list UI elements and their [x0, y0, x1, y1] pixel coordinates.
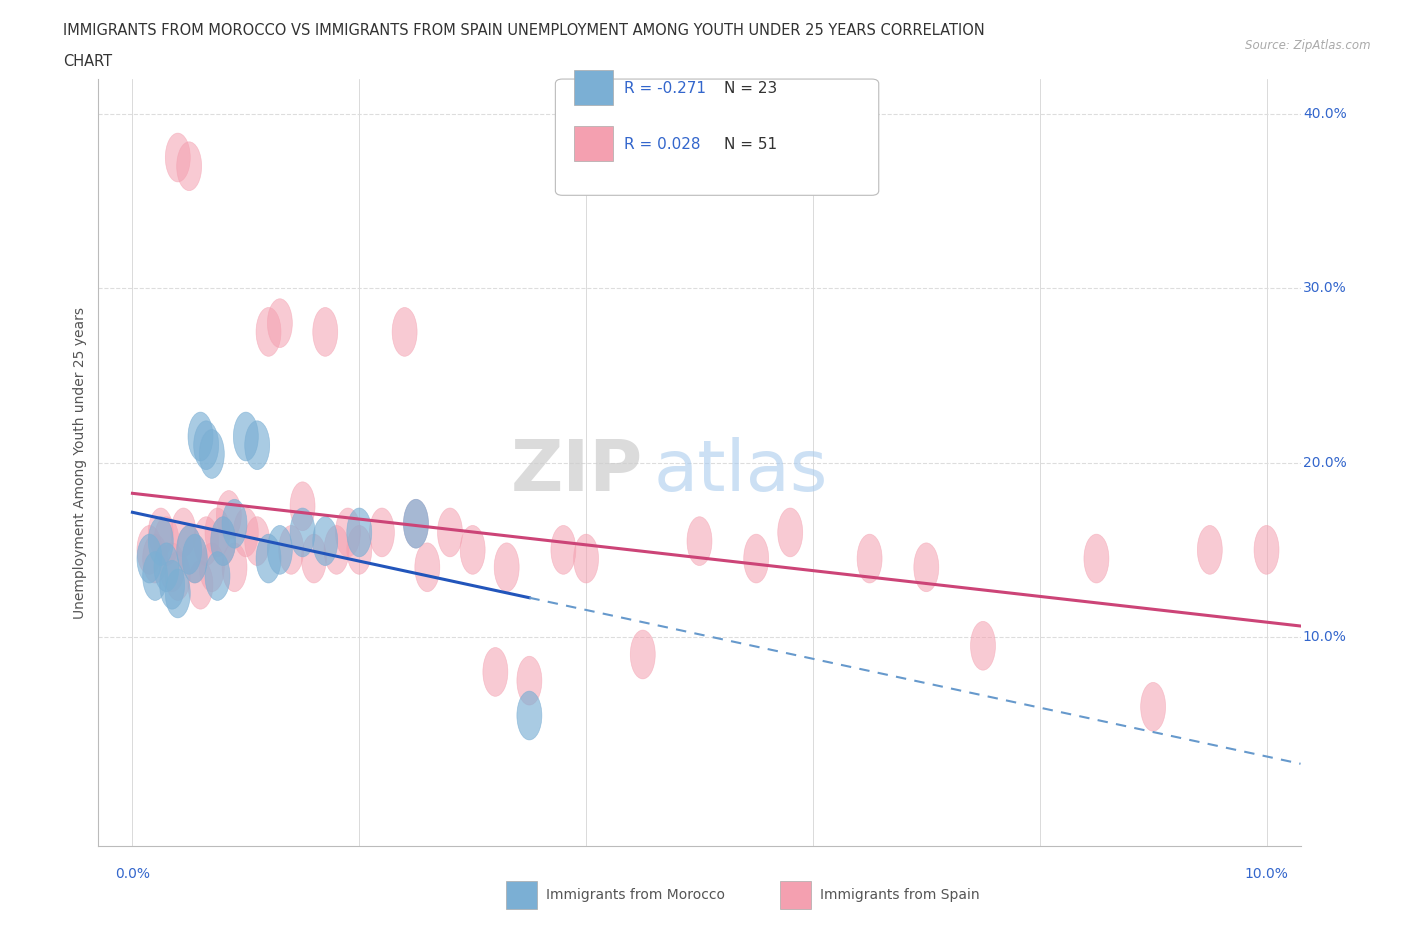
Ellipse shape	[392, 308, 418, 356]
Ellipse shape	[312, 308, 337, 356]
Ellipse shape	[205, 551, 231, 601]
Text: 10.0%: 10.0%	[1303, 630, 1347, 644]
Text: ZIP: ZIP	[510, 437, 643, 506]
Ellipse shape	[233, 508, 259, 557]
Ellipse shape	[188, 412, 212, 461]
Ellipse shape	[194, 517, 219, 565]
Ellipse shape	[177, 141, 201, 191]
Ellipse shape	[136, 534, 162, 583]
Text: N = 23: N = 23	[724, 81, 778, 96]
Ellipse shape	[630, 631, 655, 679]
Text: Immigrants from Spain: Immigrants from Spain	[820, 887, 980, 902]
Ellipse shape	[1084, 534, 1109, 583]
Ellipse shape	[278, 525, 304, 575]
Ellipse shape	[183, 534, 207, 583]
Ellipse shape	[858, 534, 882, 583]
Ellipse shape	[914, 543, 939, 591]
Ellipse shape	[166, 551, 190, 601]
Ellipse shape	[148, 517, 173, 565]
Ellipse shape	[744, 534, 769, 583]
Ellipse shape	[482, 647, 508, 697]
Y-axis label: Unemployment Among Youth under 25 years: Unemployment Among Youth under 25 years	[73, 307, 87, 618]
Ellipse shape	[256, 308, 281, 356]
Ellipse shape	[437, 508, 463, 557]
Text: R = -0.271: R = -0.271	[624, 81, 706, 96]
Ellipse shape	[370, 508, 395, 557]
Ellipse shape	[155, 543, 179, 591]
Ellipse shape	[574, 534, 599, 583]
Ellipse shape	[267, 299, 292, 348]
Ellipse shape	[188, 560, 212, 609]
Ellipse shape	[148, 508, 173, 557]
Ellipse shape	[177, 525, 201, 575]
Ellipse shape	[200, 430, 225, 478]
Text: 0.0%: 0.0%	[115, 867, 150, 882]
Ellipse shape	[267, 525, 292, 575]
Ellipse shape	[166, 569, 190, 618]
Ellipse shape	[217, 491, 242, 539]
Ellipse shape	[1140, 683, 1166, 731]
Text: 40.0%: 40.0%	[1303, 107, 1347, 121]
Ellipse shape	[517, 657, 541, 705]
Text: CHART: CHART	[63, 54, 112, 69]
Ellipse shape	[200, 543, 225, 591]
Text: Source: ZipAtlas.com: Source: ZipAtlas.com	[1246, 39, 1371, 52]
Ellipse shape	[778, 508, 803, 557]
Ellipse shape	[194, 421, 219, 470]
Text: 10.0%: 10.0%	[1244, 867, 1288, 882]
Ellipse shape	[222, 543, 247, 591]
Ellipse shape	[688, 517, 711, 565]
Ellipse shape	[245, 421, 270, 470]
Ellipse shape	[325, 525, 349, 575]
Ellipse shape	[347, 525, 371, 575]
Ellipse shape	[160, 560, 184, 609]
Ellipse shape	[970, 621, 995, 671]
Ellipse shape	[347, 508, 371, 557]
Ellipse shape	[211, 517, 236, 565]
Ellipse shape	[1254, 525, 1279, 575]
Ellipse shape	[460, 525, 485, 575]
Ellipse shape	[404, 499, 429, 548]
Text: atlas: atlas	[654, 437, 828, 506]
Ellipse shape	[160, 543, 184, 591]
Ellipse shape	[172, 508, 195, 557]
Ellipse shape	[211, 517, 236, 565]
Ellipse shape	[245, 517, 270, 565]
Ellipse shape	[312, 517, 337, 565]
Ellipse shape	[495, 543, 519, 591]
Ellipse shape	[177, 525, 201, 575]
Ellipse shape	[233, 412, 259, 461]
Ellipse shape	[155, 517, 179, 565]
Text: 30.0%: 30.0%	[1303, 281, 1347, 296]
Ellipse shape	[290, 508, 315, 557]
Ellipse shape	[166, 133, 190, 182]
Ellipse shape	[136, 525, 162, 575]
Ellipse shape	[404, 499, 429, 548]
Text: IMMIGRANTS FROM MOROCCO VS IMMIGRANTS FROM SPAIN UNEMPLOYMENT AMONG YOUTH UNDER : IMMIGRANTS FROM MOROCCO VS IMMIGRANTS FR…	[63, 23, 986, 38]
Ellipse shape	[222, 499, 247, 548]
Ellipse shape	[183, 534, 207, 583]
Ellipse shape	[551, 525, 576, 575]
Text: 20.0%: 20.0%	[1303, 456, 1347, 470]
Ellipse shape	[415, 543, 440, 591]
Ellipse shape	[142, 534, 167, 583]
Ellipse shape	[336, 508, 360, 557]
Ellipse shape	[205, 508, 231, 557]
Ellipse shape	[1198, 525, 1222, 575]
Text: Immigrants from Morocco: Immigrants from Morocco	[546, 887, 724, 902]
Text: N = 51: N = 51	[724, 137, 778, 152]
Text: R = 0.028: R = 0.028	[624, 137, 700, 152]
Ellipse shape	[290, 482, 315, 531]
Ellipse shape	[301, 534, 326, 583]
Ellipse shape	[142, 551, 167, 601]
Ellipse shape	[256, 534, 281, 583]
Ellipse shape	[517, 691, 541, 740]
